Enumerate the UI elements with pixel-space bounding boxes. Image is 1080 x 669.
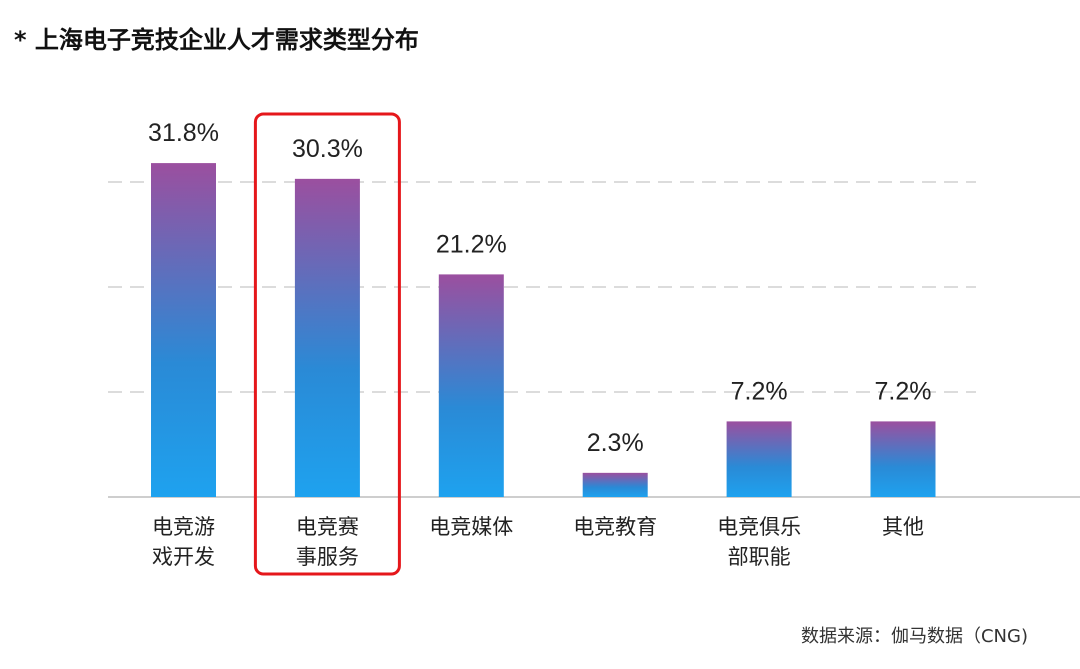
data-label: 2.3%	[587, 429, 644, 457]
bar	[294, 178, 360, 497]
data-label: 30.3%	[292, 135, 363, 163]
bar	[870, 421, 936, 497]
category-label: 电竞赛	[296, 515, 359, 539]
bar	[726, 421, 792, 497]
chart-title: * 上海电子竞技企业人才需求类型分布	[14, 26, 419, 54]
data-source: 数据来源：伽马数据（CNG)	[800, 626, 1028, 647]
category-label: 部职能	[728, 545, 791, 569]
category-label: 电竞教育	[573, 515, 657, 539]
highlight-box	[253, 112, 401, 576]
category-label: 事服务	[296, 545, 359, 569]
data-label: 21.2%	[436, 230, 507, 258]
bar	[438, 274, 504, 497]
category-label: 电竞游	[152, 515, 215, 539]
data-label: 31.8%	[148, 119, 219, 147]
category-label: 其他	[882, 515, 924, 539]
category-label: 电竞媒体	[429, 515, 513, 539]
category-label: 戏开发	[152, 545, 215, 569]
category-label: 电竞俱乐	[717, 515, 801, 539]
bar	[151, 163, 216, 497]
data-label: 7.2%	[731, 377, 788, 405]
bar	[582, 472, 648, 497]
data-label: 7.2%	[875, 377, 932, 405]
